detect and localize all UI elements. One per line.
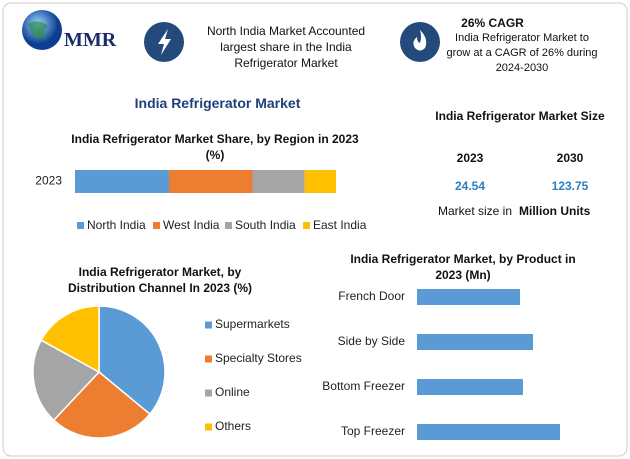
bar-segment	[304, 170, 336, 193]
legend-swatch	[153, 222, 160, 229]
legend-swatch	[303, 222, 310, 229]
legend-label: Specialty Stores	[215, 351, 302, 365]
bar-segment	[252, 170, 305, 193]
size-value: 123.75	[551, 179, 589, 193]
chart-title: India Refrigerator Market, by Distributi…	[67, 265, 253, 295]
bar-segment	[75, 170, 169, 193]
legend-swatch	[205, 389, 212, 397]
icon-flame-bg	[400, 22, 440, 62]
legend-swatch	[205, 423, 212, 431]
legend-swatch	[205, 355, 212, 363]
fact-2: India Refrigerator Market to grow at a C…	[446, 32, 598, 74]
category-label: French Door	[338, 289, 405, 303]
legend-label: North India	[87, 218, 146, 232]
size-note: Market size in	[438, 204, 513, 218]
legend-label: West India	[163, 218, 220, 232]
size-unit: Million Units	[519, 204, 591, 218]
pie-slice	[32, 339, 101, 422]
legend-label: East India	[313, 218, 367, 232]
chart-title: India Refrigerator Market, by Product in…	[350, 252, 576, 282]
category-label: Top Freezer	[341, 424, 405, 438]
legend-swatch	[77, 222, 84, 229]
size-title: India Refrigerator Market Size	[435, 109, 605, 123]
size-year: 2030	[556, 151, 584, 165]
size-year: 2023	[456, 151, 484, 165]
category-label: Side by Side	[338, 334, 406, 348]
legend-label: South India	[235, 218, 296, 232]
legend-label: Supermarkets	[215, 317, 290, 331]
legend-swatch	[225, 222, 232, 229]
chart-title: India Refrigerator Market Share, by Regi…	[71, 132, 359, 162]
category-label: 2023	[35, 174, 62, 188]
bar	[417, 289, 520, 305]
pie-slice	[52, 370, 151, 439]
icon-bolt	[158, 29, 171, 55]
icon-flame	[413, 30, 427, 51]
fact-2-title: 26% CAGR	[461, 16, 524, 30]
bar-segment	[168, 170, 253, 193]
bar	[417, 334, 533, 350]
legend-swatch	[205, 321, 212, 329]
size-value: 24.54	[454, 179, 486, 193]
main-title: India Refrigerator Market	[134, 95, 301, 111]
logo-text: MMR	[64, 29, 117, 51]
fact-1: North India Market Accounted largest sha…	[206, 24, 366, 70]
bar	[417, 424, 560, 440]
logo-land	[28, 21, 48, 39]
category-label: Bottom Freezer	[322, 379, 405, 393]
legend-label: Online	[215, 385, 250, 399]
bar	[417, 379, 523, 395]
legend-label: Others	[215, 419, 251, 433]
pie-slice	[98, 305, 166, 416]
pie-slice	[40, 305, 100, 374]
